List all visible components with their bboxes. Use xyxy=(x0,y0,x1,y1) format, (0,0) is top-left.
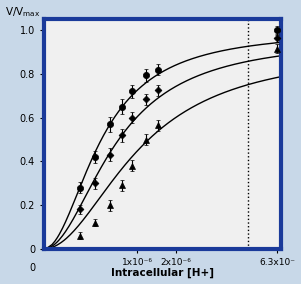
Text: 0: 0 xyxy=(30,263,36,273)
X-axis label: Intracellular [H+]: Intracellular [H+] xyxy=(111,268,214,278)
Text: V/V$_\mathrm{max}$: V/V$_\mathrm{max}$ xyxy=(5,6,40,19)
